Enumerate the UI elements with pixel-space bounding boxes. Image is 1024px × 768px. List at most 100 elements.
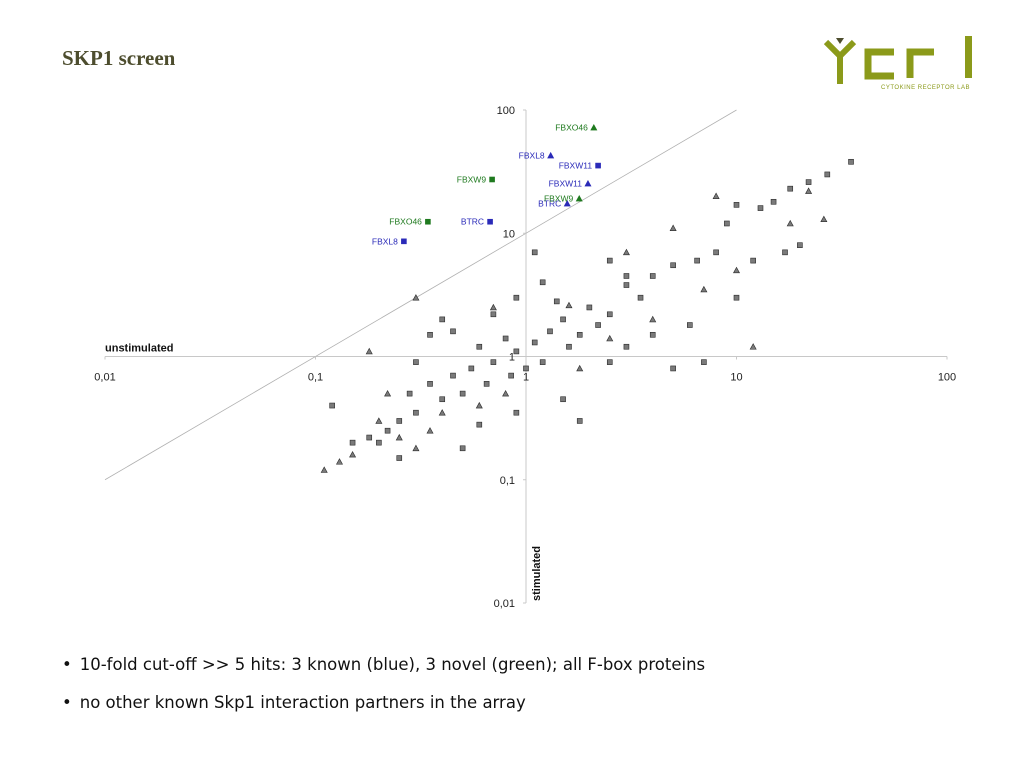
point-label: FBXO46 bbox=[389, 217, 422, 227]
point bbox=[547, 151, 555, 159]
point bbox=[483, 381, 490, 387]
point bbox=[584, 179, 592, 187]
point bbox=[490, 359, 497, 365]
y-tick-label: 0,01 bbox=[494, 598, 515, 610]
point bbox=[427, 331, 433, 338]
x-axis-label: unstimulated bbox=[105, 343, 173, 355]
point bbox=[401, 238, 407, 245]
logo-shape bbox=[906, 48, 934, 78]
point bbox=[670, 365, 676, 372]
cutoff-line bbox=[104, 109, 737, 481]
point bbox=[553, 298, 560, 305]
point bbox=[427, 381, 433, 387]
y-axis-label: stimulated bbox=[531, 546, 543, 601]
point bbox=[623, 282, 630, 288]
bullet: 10-fold cut-off >> 5 hits: 3 known (blue… bbox=[62, 655, 705, 674]
point-label: BTRC bbox=[538, 199, 561, 209]
bullet-list: 10-fold cut-off >> 5 hits: 3 known (blue… bbox=[62, 655, 705, 731]
chart: 0,01 0,1 1 10 100 0,01 0,1 1 10 100 unstimulated st… bbox=[94, 105, 956, 610]
point bbox=[320, 466, 328, 473]
point bbox=[513, 348, 520, 355]
point bbox=[623, 273, 630, 279]
point bbox=[476, 343, 483, 350]
point bbox=[513, 294, 520, 301]
logo-shape bbox=[965, 36, 972, 78]
point bbox=[490, 311, 497, 318]
point bbox=[523, 365, 529, 372]
bullet: no other known Skp1 interaction partners… bbox=[62, 693, 705, 712]
y-tick-label: 0,1 bbox=[500, 475, 515, 487]
point bbox=[622, 248, 630, 256]
point bbox=[560, 396, 566, 403]
point bbox=[713, 249, 719, 256]
point bbox=[701, 359, 707, 365]
point bbox=[700, 285, 708, 293]
point bbox=[733, 202, 740, 208]
y-tick-label: 1 bbox=[509, 352, 515, 364]
point bbox=[787, 185, 794, 192]
point bbox=[413, 409, 419, 416]
point bbox=[749, 343, 757, 350]
point bbox=[335, 458, 343, 465]
logo-shape bbox=[864, 48, 894, 80]
point bbox=[366, 434, 373, 441]
point bbox=[782, 249, 788, 256]
point-label: FBXW11 bbox=[549, 179, 583, 189]
point bbox=[489, 303, 497, 311]
point-label: FBXW11 bbox=[559, 161, 593, 171]
point bbox=[786, 219, 794, 227]
point bbox=[565, 301, 573, 309]
point bbox=[670, 262, 676, 269]
point bbox=[649, 331, 656, 338]
point bbox=[487, 218, 493, 225]
point bbox=[502, 335, 509, 342]
point bbox=[384, 427, 391, 434]
point bbox=[797, 242, 803, 248]
logo-shape bbox=[836, 38, 844, 44]
point bbox=[606, 334, 614, 342]
point bbox=[623, 343, 630, 350]
point bbox=[606, 311, 613, 318]
point-label: FBXL8 bbox=[372, 236, 398, 246]
point bbox=[576, 331, 583, 338]
point bbox=[349, 450, 357, 458]
point bbox=[513, 409, 520, 416]
point-label: BTRC bbox=[461, 217, 484, 227]
point bbox=[438, 409, 446, 416]
point bbox=[396, 418, 403, 424]
point bbox=[425, 218, 431, 225]
point bbox=[649, 273, 656, 279]
x-tick-label: 10 bbox=[730, 372, 742, 384]
x-tick-label: 1 bbox=[523, 372, 529, 384]
point bbox=[586, 304, 593, 311]
point bbox=[365, 347, 373, 355]
point bbox=[475, 401, 483, 409]
point bbox=[502, 389, 510, 397]
point bbox=[724, 220, 730, 227]
point bbox=[468, 365, 475, 372]
point bbox=[459, 445, 466, 452]
point bbox=[560, 316, 566, 323]
point bbox=[539, 279, 546, 286]
point bbox=[576, 364, 584, 372]
point bbox=[412, 294, 420, 301]
point bbox=[547, 328, 553, 335]
point bbox=[669, 224, 677, 231]
logo-shape bbox=[837, 56, 843, 84]
point bbox=[563, 199, 571, 207]
point-label: FBXW9 bbox=[457, 174, 487, 184]
point bbox=[687, 322, 693, 328]
point-label: FBXL8 bbox=[519, 151, 545, 161]
point bbox=[750, 257, 756, 264]
point bbox=[637, 294, 644, 301]
point bbox=[757, 205, 764, 211]
point bbox=[375, 417, 383, 424]
point bbox=[824, 171, 831, 178]
point bbox=[606, 257, 613, 264]
point bbox=[349, 439, 356, 446]
point bbox=[439, 316, 446, 323]
point bbox=[329, 402, 335, 409]
point bbox=[412, 444, 420, 452]
point bbox=[476, 421, 483, 428]
